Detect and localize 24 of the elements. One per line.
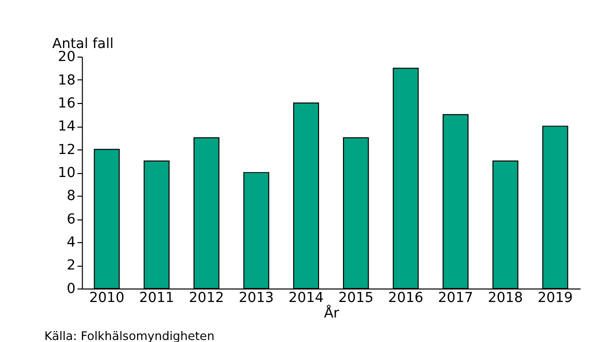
x-tick-label: 2015	[338, 290, 374, 306]
y-tick-label: 4	[66, 234, 76, 251]
y-tick-label: 10	[58, 165, 76, 181]
x-axis-title: År	[324, 304, 340, 322]
x-tick-label: 2018	[488, 290, 523, 306]
y-tick-label: 18	[58, 72, 76, 88]
x-tick-label: 2019	[538, 290, 573, 306]
y-tick-label: 14	[58, 118, 76, 135]
text: Källa: Folkhälsomyndigheten	[44, 328, 214, 342]
y-axis-title: Antal fall	[52, 36, 114, 52]
y-tick-label: 20	[58, 49, 76, 66]
x-tick-label: 2011	[139, 290, 174, 306]
y-tick-label: 16	[58, 95, 76, 112]
y-tick-label: 0	[66, 280, 76, 297]
y-tick-label: 6	[66, 211, 76, 228]
x-tick-label: 2010	[89, 290, 124, 306]
x-tick-label: 2013	[238, 290, 274, 306]
x-tick-label: 2017	[438, 290, 474, 306]
y-tick-label: 8	[66, 188, 76, 204]
y-tick-label: 2	[66, 258, 76, 274]
x-tick-label: 2012	[188, 290, 224, 306]
x-tick-label: 2014	[288, 290, 324, 306]
x-tick-label: 2016	[388, 290, 424, 306]
y-tick-label: 12	[58, 142, 76, 158]
